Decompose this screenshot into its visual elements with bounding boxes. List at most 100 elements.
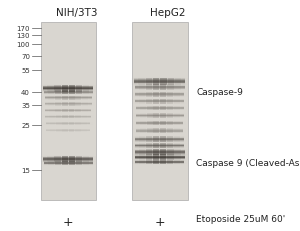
FancyBboxPatch shape — [44, 91, 93, 92]
FancyBboxPatch shape — [135, 150, 185, 151]
Text: 25: 25 — [21, 123, 30, 129]
FancyBboxPatch shape — [135, 85, 185, 87]
FancyBboxPatch shape — [153, 160, 159, 164]
FancyBboxPatch shape — [167, 137, 173, 143]
FancyBboxPatch shape — [167, 155, 174, 160]
FancyBboxPatch shape — [160, 143, 166, 149]
FancyBboxPatch shape — [45, 97, 92, 98]
FancyBboxPatch shape — [135, 101, 184, 103]
FancyBboxPatch shape — [160, 121, 166, 126]
FancyBboxPatch shape — [135, 162, 184, 163]
FancyBboxPatch shape — [160, 114, 166, 118]
FancyBboxPatch shape — [136, 132, 183, 133]
Text: 100: 100 — [16, 41, 30, 47]
FancyBboxPatch shape — [136, 108, 184, 109]
FancyBboxPatch shape — [153, 106, 159, 111]
FancyBboxPatch shape — [135, 151, 185, 152]
FancyBboxPatch shape — [75, 96, 81, 100]
FancyBboxPatch shape — [135, 102, 184, 103]
FancyBboxPatch shape — [69, 96, 75, 100]
FancyBboxPatch shape — [135, 96, 184, 97]
FancyBboxPatch shape — [160, 160, 166, 164]
FancyBboxPatch shape — [43, 161, 93, 162]
FancyBboxPatch shape — [46, 117, 91, 118]
FancyBboxPatch shape — [153, 149, 159, 156]
FancyBboxPatch shape — [45, 110, 91, 111]
FancyBboxPatch shape — [75, 116, 81, 119]
FancyBboxPatch shape — [153, 129, 159, 134]
FancyBboxPatch shape — [43, 159, 93, 161]
FancyBboxPatch shape — [69, 91, 75, 95]
FancyBboxPatch shape — [153, 114, 159, 118]
FancyBboxPatch shape — [46, 124, 91, 125]
FancyBboxPatch shape — [136, 122, 183, 123]
FancyBboxPatch shape — [136, 107, 184, 108]
FancyBboxPatch shape — [135, 138, 184, 140]
FancyBboxPatch shape — [135, 161, 184, 162]
FancyBboxPatch shape — [45, 110, 91, 111]
FancyBboxPatch shape — [146, 155, 152, 160]
FancyBboxPatch shape — [175, 155, 181, 160]
FancyBboxPatch shape — [135, 153, 185, 154]
FancyBboxPatch shape — [76, 156, 82, 163]
FancyBboxPatch shape — [167, 121, 173, 126]
FancyBboxPatch shape — [146, 114, 152, 118]
FancyBboxPatch shape — [136, 124, 183, 125]
FancyBboxPatch shape — [62, 122, 68, 125]
FancyBboxPatch shape — [135, 87, 185, 88]
FancyBboxPatch shape — [135, 158, 185, 159]
FancyBboxPatch shape — [46, 130, 91, 131]
FancyBboxPatch shape — [135, 163, 184, 164]
FancyBboxPatch shape — [62, 116, 68, 119]
FancyBboxPatch shape — [135, 158, 185, 160]
FancyBboxPatch shape — [136, 114, 184, 115]
FancyBboxPatch shape — [153, 85, 159, 91]
FancyBboxPatch shape — [135, 100, 184, 101]
FancyBboxPatch shape — [153, 78, 159, 86]
FancyBboxPatch shape — [46, 123, 91, 124]
FancyBboxPatch shape — [153, 137, 159, 143]
FancyBboxPatch shape — [135, 93, 184, 94]
FancyBboxPatch shape — [45, 99, 92, 100]
FancyBboxPatch shape — [56, 116, 61, 119]
FancyBboxPatch shape — [47, 156, 53, 163]
FancyBboxPatch shape — [135, 151, 185, 153]
FancyBboxPatch shape — [69, 161, 75, 165]
FancyBboxPatch shape — [135, 94, 184, 95]
FancyBboxPatch shape — [167, 143, 173, 149]
FancyBboxPatch shape — [83, 156, 89, 163]
FancyBboxPatch shape — [135, 89, 185, 90]
FancyBboxPatch shape — [135, 145, 184, 146]
FancyBboxPatch shape — [43, 157, 93, 158]
FancyBboxPatch shape — [76, 85, 82, 92]
FancyBboxPatch shape — [44, 164, 93, 165]
Text: Etoposide 25uM 60': Etoposide 25uM 60' — [196, 214, 286, 223]
FancyBboxPatch shape — [146, 137, 152, 143]
FancyBboxPatch shape — [40, 23, 96, 200]
Text: +: + — [63, 215, 74, 228]
FancyBboxPatch shape — [146, 85, 152, 91]
FancyBboxPatch shape — [45, 104, 92, 105]
FancyBboxPatch shape — [62, 161, 68, 165]
FancyBboxPatch shape — [160, 106, 166, 111]
FancyBboxPatch shape — [146, 149, 152, 156]
FancyBboxPatch shape — [135, 100, 184, 101]
FancyBboxPatch shape — [160, 78, 167, 86]
FancyBboxPatch shape — [167, 78, 174, 86]
Text: Caspase-9: Caspase-9 — [196, 88, 243, 97]
FancyBboxPatch shape — [46, 117, 91, 118]
FancyBboxPatch shape — [44, 162, 93, 163]
FancyBboxPatch shape — [139, 155, 145, 160]
FancyBboxPatch shape — [135, 157, 185, 158]
FancyBboxPatch shape — [153, 99, 159, 104]
FancyBboxPatch shape — [134, 81, 185, 82]
FancyBboxPatch shape — [135, 139, 184, 140]
FancyBboxPatch shape — [134, 79, 185, 81]
FancyBboxPatch shape — [134, 82, 185, 84]
FancyBboxPatch shape — [135, 137, 184, 139]
FancyBboxPatch shape — [135, 154, 185, 155]
FancyBboxPatch shape — [135, 94, 184, 96]
Text: 130: 130 — [16, 33, 30, 39]
FancyBboxPatch shape — [147, 129, 153, 134]
FancyBboxPatch shape — [136, 131, 183, 132]
